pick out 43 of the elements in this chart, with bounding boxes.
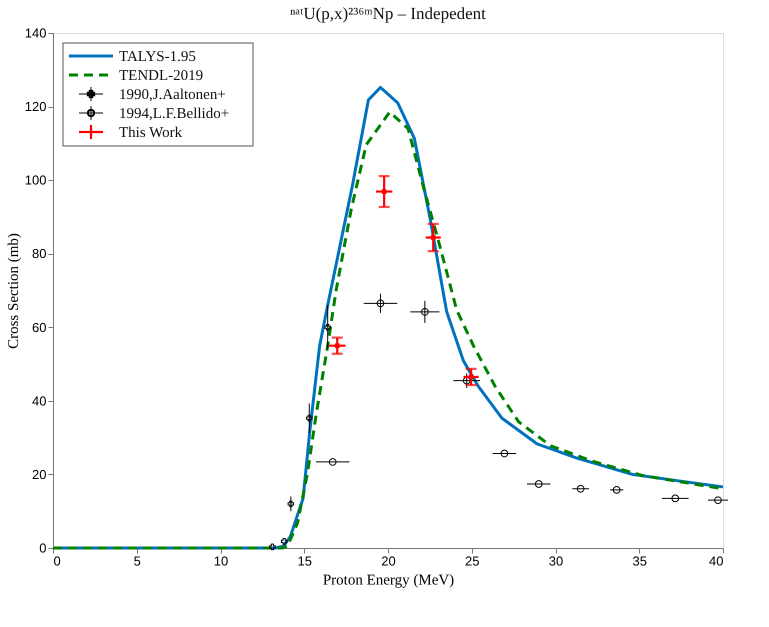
x-tick-label: 40 bbox=[709, 554, 724, 568]
legend-label: 1990,J.Aaltonen+ bbox=[119, 87, 226, 103]
point bbox=[576, 484, 584, 493]
point bbox=[306, 414, 313, 422]
point bbox=[500, 450, 508, 458]
point bbox=[334, 343, 340, 348]
legend-label: TENDL-2019 bbox=[119, 68, 204, 84]
x-tick-label: 15 bbox=[298, 554, 312, 568]
point bbox=[534, 480, 543, 488]
x-tick-label: 5 bbox=[134, 554, 141, 568]
point bbox=[324, 324, 331, 331]
y-tick-label: 80 bbox=[32, 246, 46, 262]
y-tick-label: 100 bbox=[24, 172, 46, 188]
x-tick-label: 35 bbox=[632, 554, 647, 568]
y-tick-label: 120 bbox=[24, 99, 46, 114]
x-axis-title: Proton Energy (MeV) bbox=[322, 572, 454, 588]
point bbox=[612, 486, 620, 494]
y-tick-label: 140 bbox=[24, 26, 46, 40]
point bbox=[430, 235, 436, 240]
x-tick-label: 25 bbox=[465, 554, 480, 568]
point bbox=[420, 308, 429, 316]
chart-title: ⁿᵃᵗU(p,x)²³⁶ᵐNp – Indepedent bbox=[290, 4, 486, 23]
point bbox=[671, 494, 680, 502]
point bbox=[468, 374, 474, 380]
legend-label: This Work bbox=[119, 125, 183, 141]
x-tick-label: 0 bbox=[54, 554, 61, 568]
point bbox=[714, 496, 722, 504]
y-tick-label: 0 bbox=[39, 540, 46, 556]
x-tick-label: 20 bbox=[381, 554, 396, 568]
y-tick-label: 20 bbox=[32, 466, 46, 482]
point bbox=[288, 500, 294, 508]
legend-label: 1994,L.F.Bellido+ bbox=[119, 106, 230, 122]
point bbox=[382, 189, 386, 194]
y-tick-label: 40 bbox=[32, 393, 46, 408]
y-axis-title: Cross Section (mb) bbox=[6, 233, 22, 349]
x-tick-label: 30 bbox=[548, 554, 564, 568]
x-tick-label: 10 bbox=[214, 554, 228, 568]
y-tick-label: 60 bbox=[32, 320, 46, 335]
point bbox=[280, 538, 288, 545]
point bbox=[269, 544, 276, 550]
point bbox=[376, 300, 384, 308]
point bbox=[328, 458, 337, 466]
legend-label: TALYS-1.95 bbox=[119, 49, 196, 65]
